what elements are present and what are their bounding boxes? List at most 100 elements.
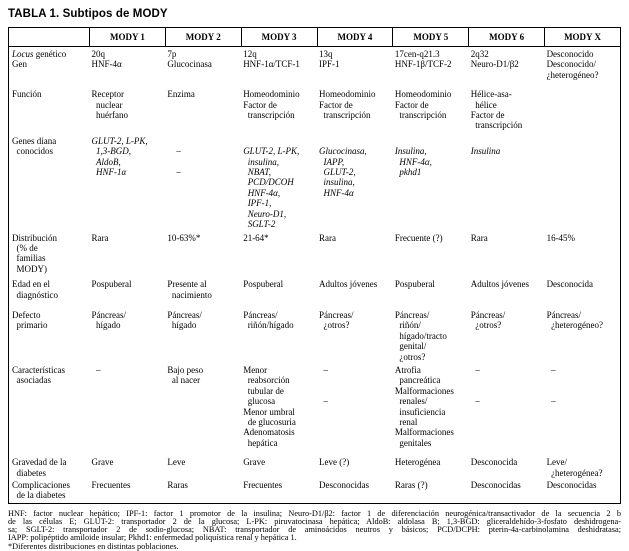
cell — [545, 134, 621, 231]
table-row: Defecto primario Páncreas/ hígado Páncreas… — [9, 308, 621, 363]
cell: Receptor nuclear huérfano — [91, 89, 128, 121]
cell: 10-63%* — [167, 232, 201, 243]
cell: Glucocinasa, IAPP, GLUT-2, insulina, HNF… — [319, 146, 367, 198]
cell: Leve — [167, 457, 186, 468]
cell: Hélice-asa- hélice Factor de transcripci… — [470, 89, 523, 131]
column-header: MODY 6 — [468, 27, 546, 47]
footnote-line: HNF: factor nuclear hepático; IPF-1: fac… — [8, 508, 621, 518]
column-header: MODY 5 — [392, 27, 470, 47]
cell: Heterogénea — [394, 457, 441, 468]
cell: Leve (?) — [319, 457, 350, 468]
row-label: Locus genético Gen — [12, 49, 67, 70]
cell: Insulina, HNF-4α, pkhd1 — [394, 146, 432, 178]
cell: Homeodominio Factor de transcripción — [394, 89, 452, 121]
cell: Rara — [470, 232, 488, 243]
header-row: MODY 1 MODY 2 MODY 3 MODY 4 MODY 5 MODY 6 MODY… — [8, 27, 621, 47]
cell: – – — [176, 146, 181, 178]
cell: Pospuberal — [394, 279, 435, 290]
cell: Enzima — [167, 89, 195, 100]
table-row: Gravedad de la diabetes Grave Leve Grave Lev… — [9, 455, 621, 478]
cell: Desconocidas — [470, 480, 521, 491]
cell: Desconocida — [470, 457, 518, 468]
cell: Desconocidas — [319, 480, 370, 491]
cell: Raras (?) — [394, 480, 428, 491]
cell: Páncreas/ ¿heterogéneo? — [546, 309, 604, 331]
cell: Homeodominio Factor de transcripción — [319, 89, 376, 121]
footnote-line: de las células E; GLUT-2: transportador … — [8, 517, 621, 527]
cell: Raras — [167, 480, 188, 491]
cell: Pospuberal — [243, 279, 284, 290]
cell: Pospuberal — [91, 279, 132, 290]
cell: Páncreas/ ¿otros? — [470, 309, 506, 331]
row-label: Genes diana conocidos — [12, 135, 57, 157]
row-label: Defecto primario — [12, 309, 48, 331]
table-row: Función Receptor nuclear huérfano Enzima Ho… — [9, 87, 621, 134]
cell: 16-45% — [546, 232, 576, 243]
cell: Páncreas/ hígado — [167, 309, 202, 331]
footnote-asterisk-line: *Diferentes distribuciones en distintas … — [8, 541, 179, 551]
cell: Adultos jóvenes — [319, 279, 378, 290]
cell: Leve/ ¿heterogénea? — [546, 457, 603, 478]
cell: Adultos jóvenes — [470, 279, 529, 290]
cell: 17cen-q21.3 HNF-1β/TCF-2 — [394, 49, 452, 70]
cell: – — [91, 364, 101, 375]
cell: Páncreas/ hígado — [91, 309, 126, 331]
cell: Menor reabsorción tubular de glucosa Men… — [243, 364, 296, 448]
footnote-line: IAPP: polipéptido amiloide insular; Pkhd… — [8, 533, 297, 543]
cell: Insulina — [470, 146, 501, 157]
cell: Presente al nacimiento — [167, 279, 212, 300]
cell: Homeodominio Factor de transcripción — [243, 89, 300, 121]
cell: 2q32 Neuro-D1/β2 — [470, 49, 519, 70]
cell: – – — [475, 364, 480, 407]
cell: Frecuente (?) — [394, 232, 443, 243]
cell: Rara — [319, 232, 337, 243]
cell: – – — [551, 364, 556, 407]
table-body: Locus genético Gen 20q HNF-4α 7p Glucocina… — [9, 47, 621, 504]
table-row: Complicaciones de la diabetes Frecuentes R… — [9, 478, 621, 503]
cell: 20q HNF-4α — [91, 49, 122, 70]
table-row: Locus genético Gen 20q HNF-4α 7p Glucocina… — [9, 47, 621, 88]
cell: 12q HNF-1α/TCF-1 — [243, 49, 300, 70]
cell — [545, 87, 621, 134]
column-header: MODY X — [544, 27, 621, 47]
cell: Grave — [243, 457, 266, 468]
column-header — [8, 27, 90, 47]
column-header: MODY 2 — [164, 27, 242, 47]
cell: Grave — [91, 457, 114, 468]
row-label: Función — [12, 89, 42, 100]
cell: GLUT-2, L-PK, 1,3-BGD, AldoB, HNF-1α — [91, 135, 148, 178]
table-row: Edad en el diagnóstico Pospuberal Presente… — [9, 277, 621, 308]
cell: Bajo peso al nacer — [167, 364, 204, 386]
table-row: Genes diana conocidos GLUT-2, L-PK, 1,3-B… — [9, 134, 621, 231]
column-header: MODY 4 — [316, 27, 394, 47]
cell: Frecuentes — [91, 480, 131, 491]
cell: Páncreas/ riñón/ hígado/tracto genital/ … — [394, 309, 447, 362]
cell: Desconocida — [546, 279, 594, 290]
cell: – – — [323, 364, 329, 407]
cell: Desconocidas — [546, 480, 597, 491]
column-header: MODY 3 — [240, 27, 318, 47]
cell: Páncreas/ ¿otros? — [319, 309, 354, 331]
cell: Rara — [91, 232, 109, 243]
cell: GLUT-2, L-PK, insulina, NBAT, PCD/DCOH H… — [243, 146, 300, 230]
table-row: Características asociadas – Bajo peso al … — [9, 363, 621, 455]
cell: 13q IPF-1 — [319, 49, 340, 70]
column-header: MODY 1 — [89, 27, 166, 47]
row-label: Edad en el diagnóstico — [12, 279, 58, 300]
row-label: Gravedad de la diabetes — [12, 457, 67, 478]
cell: Atrofia pancreática Malformaciones renal… — [394, 364, 454, 448]
footnotes: HNF: factor nuclear hepático; IPF-1: fac… — [8, 508, 621, 551]
table-title: TABLA 1. Subtipos de MODY — [8, 8, 168, 20]
cell: 21-64* — [243, 232, 269, 243]
cell: Frecuentes — [243, 480, 283, 491]
cell: 7p Glucocinasa — [167, 49, 212, 70]
footnote-line: sa; SGLT-2: transportador 2 de sodio-glu… — [8, 525, 621, 535]
row-label: Complicaciones de la diabetes — [12, 480, 70, 501]
cell: Desconocido Desconocido/ ¿heterogéneo? — [546, 49, 599, 80]
table-row: Distribución (% de familias MODY) Rara 10-… — [9, 231, 621, 278]
row-label: Características asociadas — [12, 364, 65, 386]
mody-table: MODY 1 MODY 2 MODY 3 MODY 4 MODY 5 MODY 6 MODY… — [8, 27, 621, 504]
row-label: Distribución (% de familias MODY) — [12, 232, 57, 274]
table-header: MODY 1 MODY 2 MODY 3 MODY 4 MODY 5 MODY 6 MODY… — [8, 27, 621, 47]
